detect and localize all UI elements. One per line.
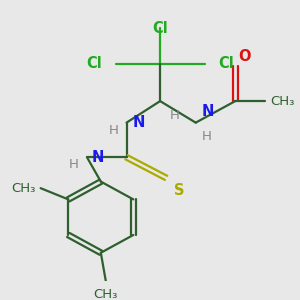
- Text: Cl: Cl: [86, 56, 102, 71]
- Text: N: N: [202, 104, 214, 119]
- Text: H: H: [202, 130, 212, 143]
- Text: CH₃: CH₃: [270, 94, 294, 108]
- Text: H: H: [69, 158, 79, 171]
- Text: N: N: [92, 150, 104, 165]
- Text: H: H: [170, 109, 180, 122]
- Text: Cl: Cl: [152, 21, 168, 36]
- Text: N: N: [133, 115, 145, 130]
- Text: S: S: [174, 182, 184, 197]
- Text: O: O: [238, 49, 251, 64]
- Text: CH₃: CH₃: [11, 182, 36, 195]
- Text: Cl: Cl: [218, 56, 234, 71]
- Text: CH₃: CH₃: [94, 288, 118, 300]
- Text: H: H: [109, 124, 118, 136]
